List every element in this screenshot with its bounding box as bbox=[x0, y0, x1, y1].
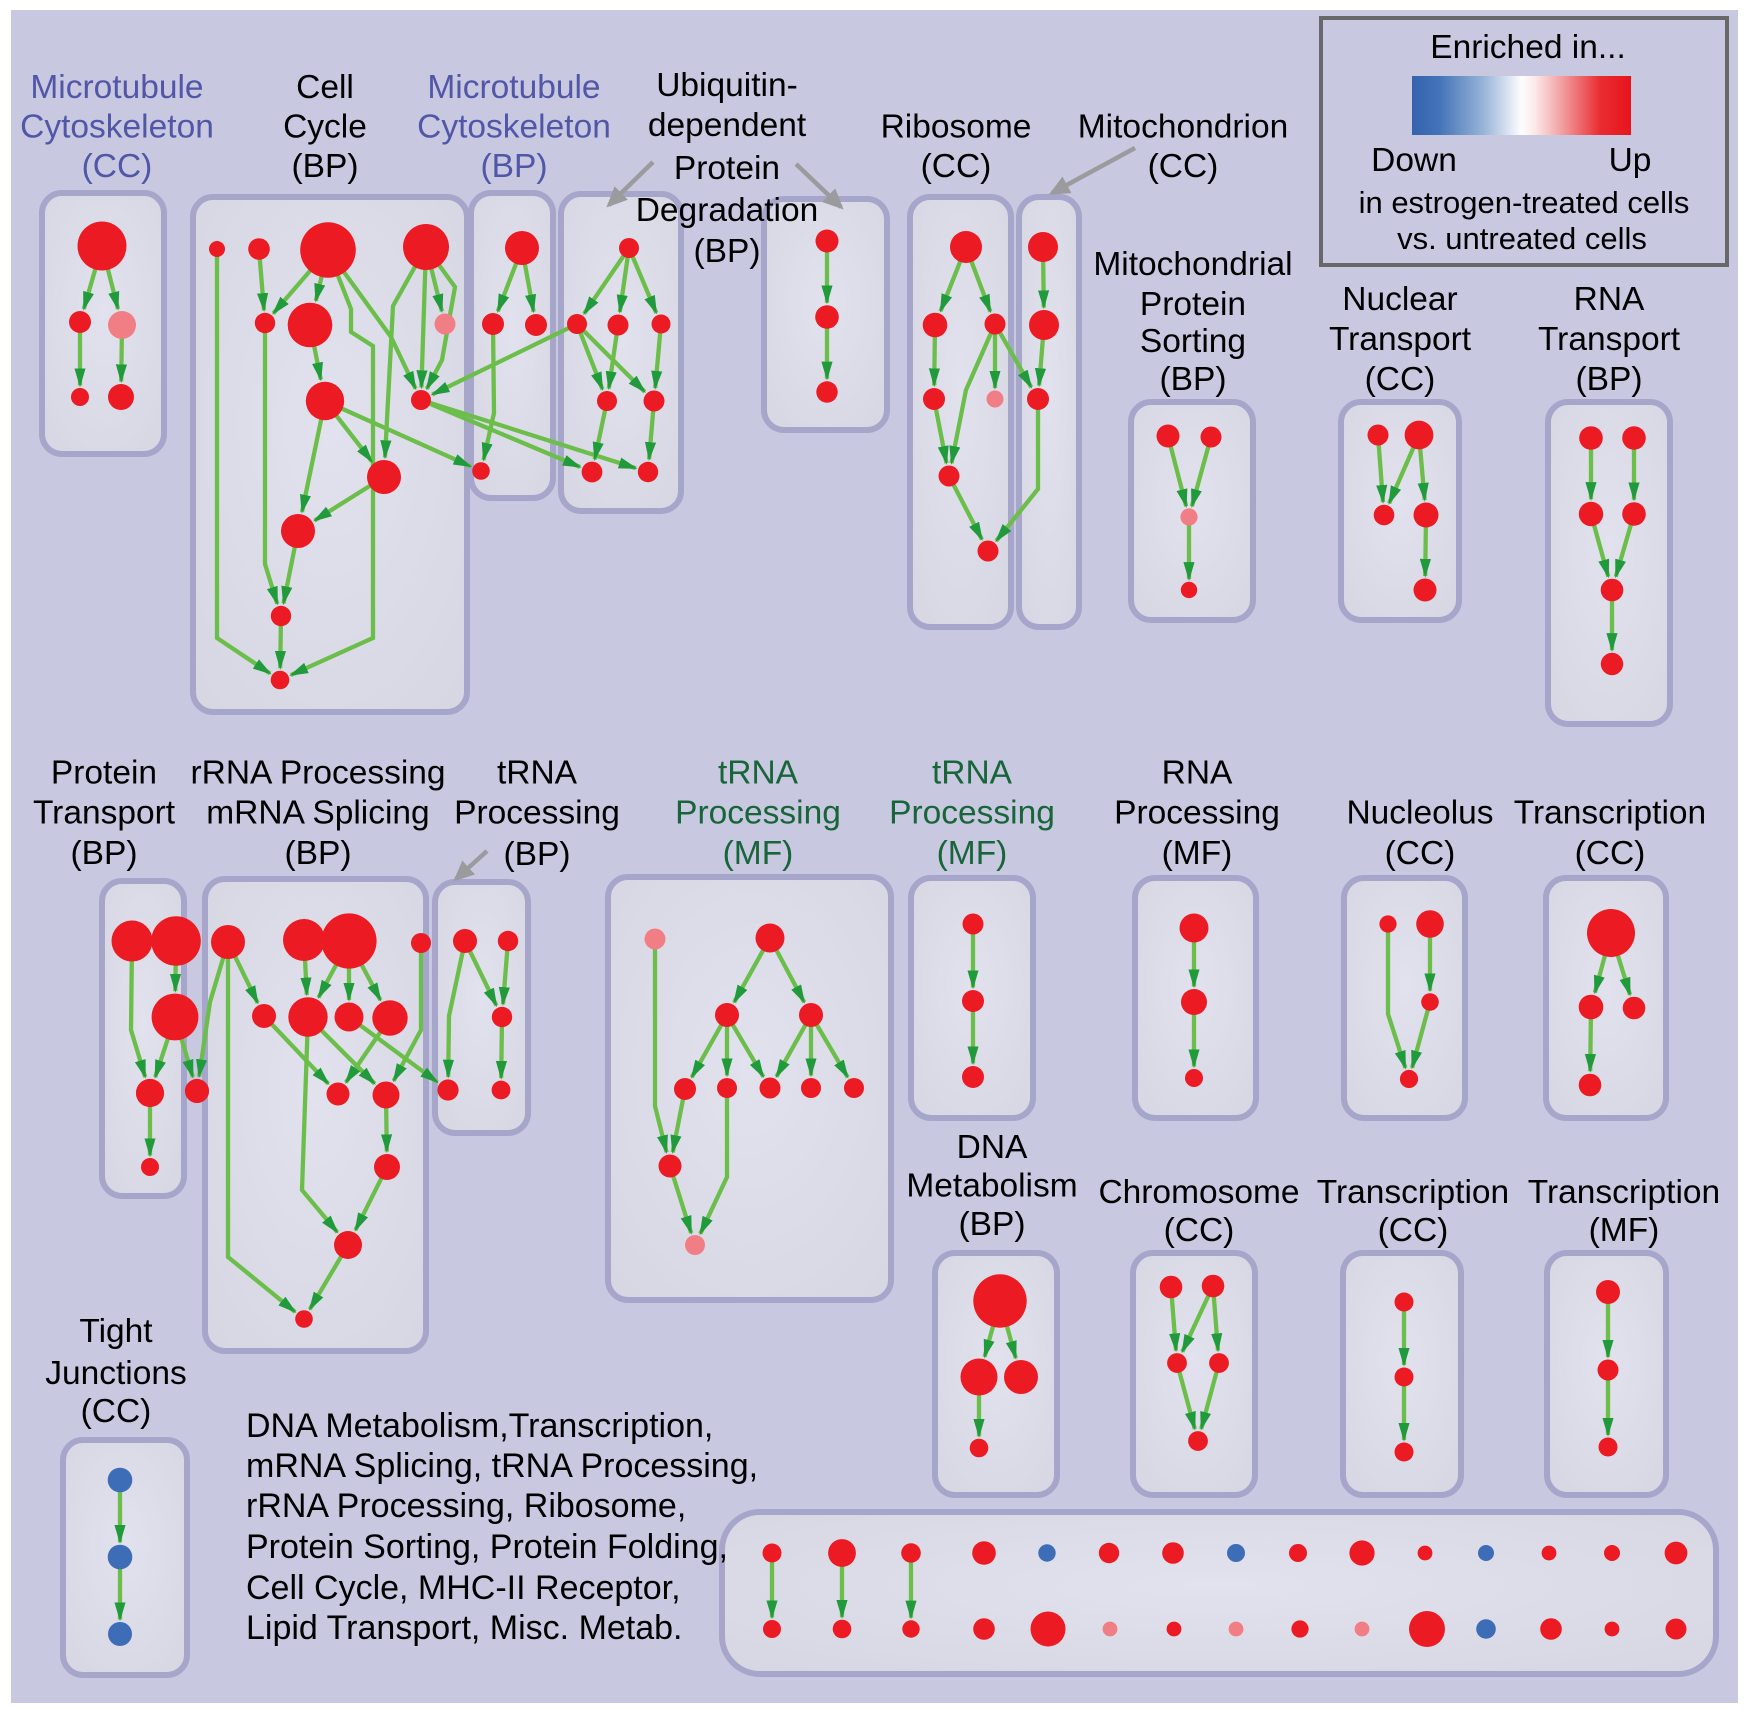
svg-text:Processing: Processing bbox=[454, 794, 620, 831]
svg-text:Ubiquitin-: Ubiquitin- bbox=[656, 67, 798, 104]
svg-text:Ribosome: Ribosome bbox=[881, 108, 1032, 145]
svg-text:Transport: Transport bbox=[33, 794, 176, 831]
svg-text:(CC): (CC) bbox=[1164, 1212, 1235, 1249]
svg-text:rRNA Processing, Ribosome,: rRNA Processing, Ribosome, bbox=[246, 1487, 686, 1525]
svg-text:mRNA Splicing, tRNA Processing: mRNA Splicing, tRNA Processing, bbox=[246, 1447, 758, 1485]
svg-text:Degradation: Degradation bbox=[636, 192, 819, 229]
svg-text:mRNA Splicing: mRNA Splicing bbox=[206, 794, 429, 831]
svg-text:Up: Up bbox=[1609, 142, 1652, 179]
svg-text:DNA: DNA bbox=[957, 1129, 1028, 1166]
svg-text:Protein Sorting, Protein Foldi: Protein Sorting, Protein Folding, bbox=[246, 1528, 728, 1566]
svg-text:tRNA: tRNA bbox=[497, 754, 578, 791]
svg-text:(BP): (BP) bbox=[292, 148, 359, 185]
svg-text:RNA: RNA bbox=[1574, 281, 1645, 318]
svg-text:(CC): (CC) bbox=[1148, 148, 1219, 185]
svg-text:(CC): (CC) bbox=[1378, 1212, 1449, 1249]
svg-text:Mitochondrial: Mitochondrial bbox=[1093, 246, 1292, 283]
svg-text:(MF): (MF) bbox=[937, 835, 1008, 872]
svg-text:Protein: Protein bbox=[1140, 286, 1246, 323]
svg-text:(BP): (BP) bbox=[481, 148, 548, 185]
svg-text:Transport: Transport bbox=[1329, 321, 1472, 358]
svg-text:in estrogen-treated cells: in estrogen-treated cells bbox=[1359, 185, 1690, 220]
svg-text:(CC): (CC) bbox=[921, 148, 992, 185]
svg-text:Down: Down bbox=[1371, 142, 1457, 179]
svg-text:Cell: Cell bbox=[296, 69, 354, 106]
svg-text:(BP): (BP) bbox=[71, 835, 138, 872]
svg-text:(CC): (CC) bbox=[1575, 835, 1646, 872]
svg-text:Protein: Protein bbox=[51, 754, 157, 791]
svg-text:(CC): (CC) bbox=[82, 148, 153, 185]
svg-text:Processing: Processing bbox=[675, 794, 841, 831]
svg-text:Sorting: Sorting bbox=[1140, 323, 1246, 360]
svg-text:(MF): (MF) bbox=[723, 835, 794, 872]
svg-text:Transcription: Transcription bbox=[1317, 1174, 1509, 1211]
svg-text:Transcription: Transcription bbox=[1514, 794, 1706, 831]
svg-text:(BP): (BP) bbox=[285, 835, 352, 872]
svg-text:(BP): (BP) bbox=[1576, 361, 1643, 398]
svg-text:Nuclear: Nuclear bbox=[1342, 281, 1457, 318]
svg-text:Nucleolus: Nucleolus bbox=[1346, 794, 1493, 831]
svg-text:Cell Cycle, MHC-II Receptor,: Cell Cycle, MHC-II Receptor, bbox=[246, 1569, 681, 1607]
svg-text:Metabolism: Metabolism bbox=[906, 1167, 1077, 1204]
svg-text:dependent: dependent bbox=[648, 107, 807, 144]
svg-text:Cycle: Cycle bbox=[283, 108, 367, 145]
svg-text:(MF): (MF) bbox=[1589, 1212, 1660, 1249]
svg-text:(BP): (BP) bbox=[1160, 361, 1227, 398]
svg-text:vs. untreated cells: vs. untreated cells bbox=[1397, 221, 1647, 256]
svg-text:DNA Metabolism,Transcription,: DNA Metabolism,Transcription, bbox=[246, 1407, 713, 1445]
svg-text:(CC): (CC) bbox=[1365, 361, 1436, 398]
svg-text:RNA: RNA bbox=[1162, 754, 1233, 791]
svg-text:Junctions: Junctions bbox=[45, 1355, 187, 1392]
svg-text:Transcription: Transcription bbox=[1528, 1174, 1720, 1211]
svg-text:(MF): (MF) bbox=[1162, 835, 1233, 872]
svg-text:Protein: Protein bbox=[674, 150, 780, 187]
svg-text:(BP): (BP) bbox=[694, 233, 761, 270]
svg-text:tRNA: tRNA bbox=[932, 754, 1013, 791]
svg-text:Lipid Transport, Misc. Metab.: Lipid Transport, Misc. Metab. bbox=[246, 1609, 683, 1647]
svg-text:(CC): (CC) bbox=[1385, 835, 1456, 872]
svg-text:tRNA: tRNA bbox=[718, 754, 799, 791]
svg-text:Chromosome: Chromosome bbox=[1098, 1174, 1299, 1211]
svg-text:Cytoskeleton: Cytoskeleton bbox=[20, 108, 214, 145]
svg-text:Enriched in...: Enriched in... bbox=[1430, 29, 1626, 66]
svg-text:(BP): (BP) bbox=[504, 836, 571, 873]
svg-text:(BP): (BP) bbox=[959, 1206, 1026, 1243]
svg-text:Tight: Tight bbox=[79, 1313, 153, 1350]
svg-text:(CC): (CC) bbox=[81, 1393, 152, 1430]
svg-text:Microtubule: Microtubule bbox=[427, 69, 600, 106]
svg-text:Microtubule: Microtubule bbox=[30, 69, 203, 106]
svg-text:Processing: Processing bbox=[889, 794, 1055, 831]
svg-text:rRNA Processing: rRNA Processing bbox=[190, 754, 445, 791]
svg-text:Processing: Processing bbox=[1114, 794, 1280, 831]
svg-text:Mitochondrion: Mitochondrion bbox=[1078, 108, 1288, 145]
svg-text:Transport: Transport bbox=[1538, 321, 1681, 358]
svg-text:Cytoskeleton: Cytoskeleton bbox=[417, 108, 611, 145]
